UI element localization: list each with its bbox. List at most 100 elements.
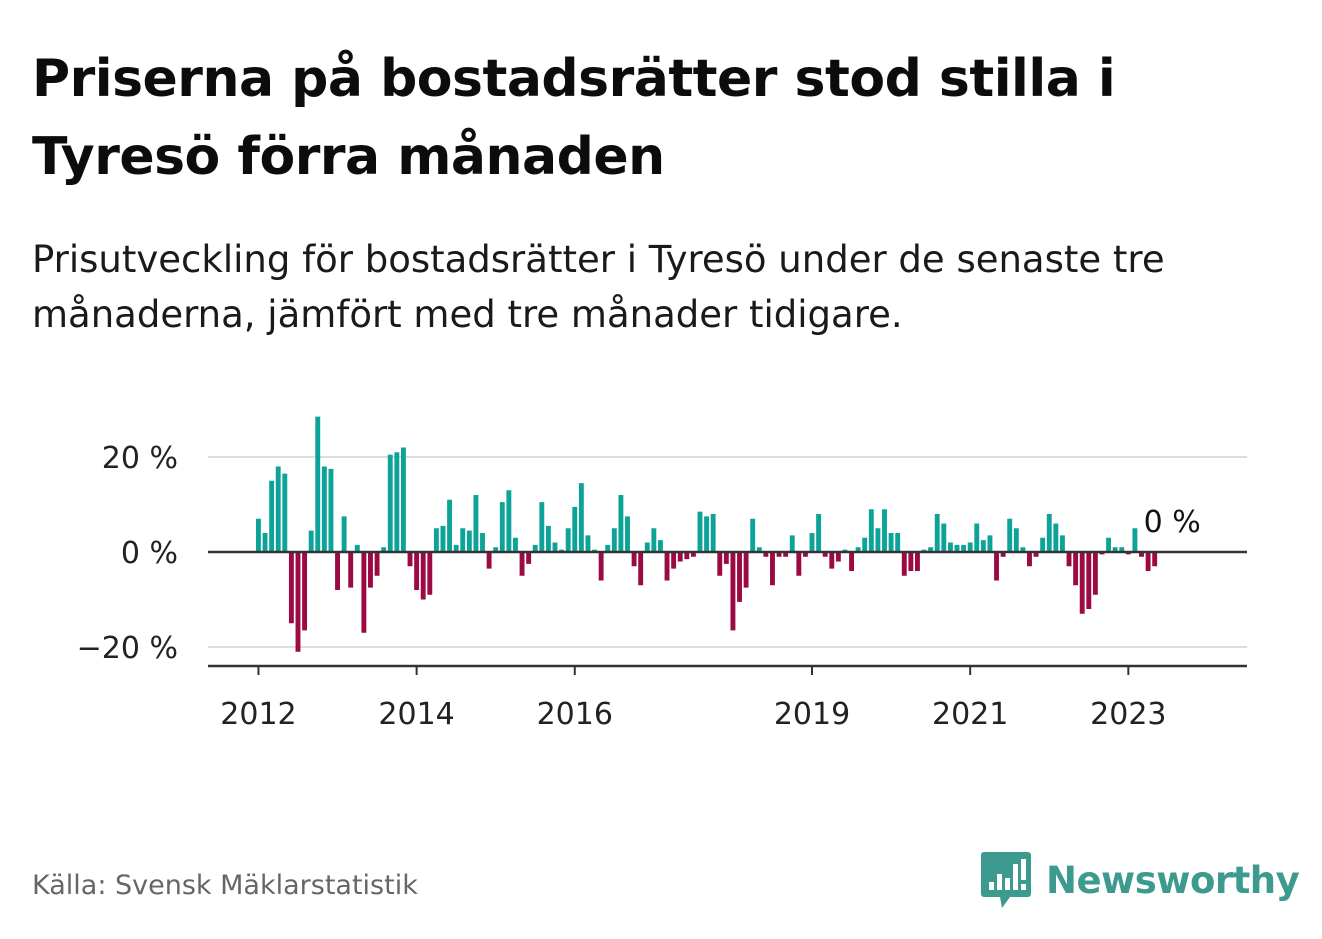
bar xyxy=(545,525,551,553)
bar xyxy=(941,523,947,552)
bar xyxy=(400,447,406,552)
bar xyxy=(770,552,775,586)
bar xyxy=(387,454,393,553)
bar xyxy=(1132,528,1138,552)
bar xyxy=(493,547,499,552)
brand-logo[interactable]: Newsworthy xyxy=(980,850,1300,910)
x-tick-label: 2014 xyxy=(378,697,454,732)
bar xyxy=(954,544,960,553)
bar xyxy=(499,502,505,553)
gridlines xyxy=(208,456,1247,648)
bar xyxy=(868,509,874,552)
y-tick-label: 0 % xyxy=(121,536,178,571)
bar xyxy=(532,544,538,553)
bar xyxy=(269,480,275,552)
bar xyxy=(381,547,387,552)
bar xyxy=(466,530,472,553)
bar xyxy=(651,528,657,552)
bar xyxy=(967,542,973,552)
x-tick-label: 2012 xyxy=(220,697,296,732)
bar xyxy=(1152,552,1158,567)
bar xyxy=(625,516,630,553)
bar xyxy=(282,473,288,553)
bar xyxy=(789,535,795,553)
bar xyxy=(1053,523,1059,552)
bar xyxy=(1020,547,1026,552)
bar-chart-speech-bubble-icon xyxy=(981,852,1031,908)
bar xyxy=(690,552,696,557)
bar xyxy=(657,540,663,553)
bar xyxy=(987,535,993,553)
bar xyxy=(862,537,868,552)
bar xyxy=(704,516,710,553)
bar xyxy=(756,547,762,552)
bar xyxy=(1086,552,1092,609)
bar xyxy=(1007,518,1013,552)
bar xyxy=(368,552,373,588)
bar xyxy=(750,518,756,552)
bar xyxy=(908,552,914,571)
bar xyxy=(644,542,650,552)
x-tick-label: 2019 xyxy=(774,697,850,732)
bar xyxy=(638,552,644,586)
bar xyxy=(348,552,354,588)
bar xyxy=(552,542,558,552)
bar xyxy=(829,552,835,569)
x-tick-label: 2021 xyxy=(932,697,1008,732)
bar xyxy=(737,552,742,602)
bar xyxy=(631,552,637,567)
bar xyxy=(934,514,940,552)
bar xyxy=(374,552,380,576)
bar xyxy=(1027,552,1032,567)
bar xyxy=(572,506,578,553)
bar xyxy=(618,495,624,552)
bar xyxy=(743,552,749,588)
bar xyxy=(407,552,413,567)
bar xyxy=(414,552,420,590)
chart-subtitle: Prisutveckling för bostadsrätter i Tyres… xyxy=(32,238,1165,336)
bar xyxy=(980,540,986,553)
bar xyxy=(723,552,729,564)
bar xyxy=(1066,552,1072,567)
bar xyxy=(427,552,433,595)
bar xyxy=(763,552,769,557)
bar xyxy=(321,466,327,552)
bar xyxy=(1079,552,1085,614)
bar xyxy=(1119,547,1125,552)
bar xyxy=(888,533,894,552)
bar xyxy=(308,530,314,553)
bar xyxy=(447,499,453,552)
bar xyxy=(315,416,321,553)
bar xyxy=(802,552,808,557)
bar xyxy=(684,552,690,560)
bar xyxy=(796,552,802,576)
bar xyxy=(947,542,953,552)
bar xyxy=(486,552,492,569)
x-tick-label: 2016 xyxy=(537,697,613,732)
bar xyxy=(460,528,466,552)
bar xyxy=(526,552,532,564)
bar xyxy=(578,483,584,553)
chart-title: Priserna på bostadsrätter stod stilla i … xyxy=(32,49,1116,187)
bar xyxy=(473,495,479,552)
bar xyxy=(302,552,308,631)
bar xyxy=(539,502,545,553)
bar xyxy=(928,547,934,552)
bar xyxy=(994,552,999,581)
brand-name: Newsworthy xyxy=(1046,858,1300,902)
bar xyxy=(262,533,268,552)
bar xyxy=(1013,528,1019,552)
bar xyxy=(1059,535,1065,553)
bar xyxy=(677,552,683,562)
bar xyxy=(1073,552,1079,586)
bar xyxy=(480,533,485,552)
y-tick-label: 20 % xyxy=(102,441,178,476)
bar xyxy=(710,514,716,552)
bar xyxy=(822,552,828,557)
bar xyxy=(730,552,736,631)
source-note: Källa: Svensk Mäklarstatistik xyxy=(32,870,418,901)
bar xyxy=(901,552,907,576)
bar xyxy=(506,490,512,552)
bar xyxy=(882,509,887,552)
bar xyxy=(565,528,571,552)
